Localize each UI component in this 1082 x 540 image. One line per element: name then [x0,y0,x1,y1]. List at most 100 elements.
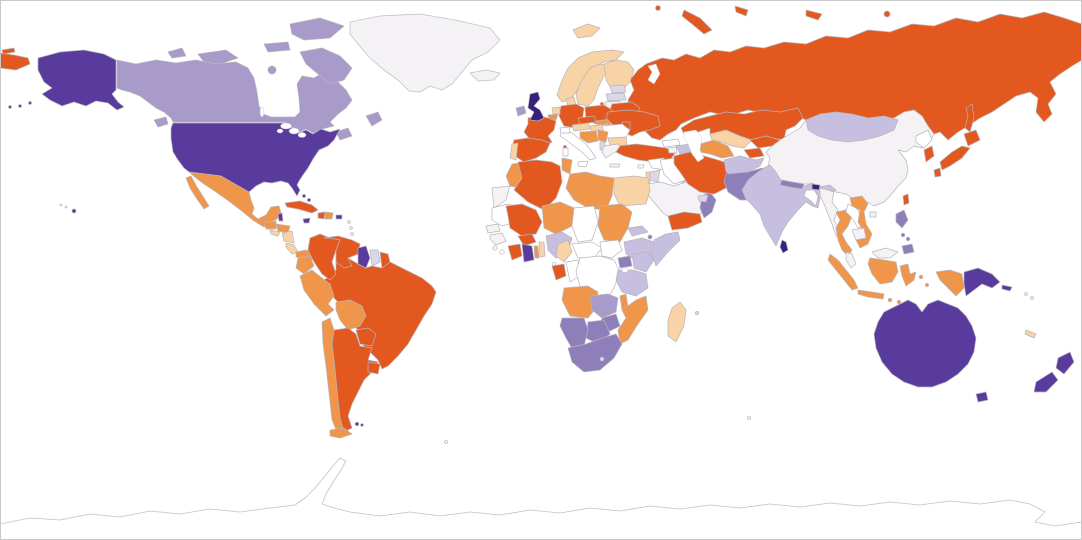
country-haiti [317,211,326,220]
country-china-hainan [869,211,877,218]
country-solomon-islands [1024,292,1028,296]
country-tajikistan [743,147,765,159]
country-angola [561,285,599,319]
country-kerguelen [747,415,752,420]
country-bangladesh [803,189,819,207]
country-cuba [284,200,319,214]
country-sudan [597,203,633,243]
country-uzbekistan [709,129,753,149]
country-russia-kaliningrad [600,102,604,106]
country-new-caledonia [1024,329,1037,339]
country-antarctica [0,457,1082,540]
country-benin [538,241,546,258]
water-layer [259,63,705,273]
country-usa-mainland [170,122,341,197]
country-finland [603,59,635,91]
country-russia-chukotka-west [0,52,31,71]
country-chad [571,205,599,243]
country-russia-wrangel [883,10,891,18]
country-canada-banks-island [167,47,187,59]
country-bhutan [811,183,821,191]
country-gabon [551,263,567,281]
hawaii-small-isle [64,205,68,209]
country-central-african-republic [571,241,603,259]
country-chile [321,317,345,435]
country-indonesia-java [857,289,885,300]
country-lesotho [599,356,605,362]
country-guyana [357,245,371,269]
country-vietnam [849,195,873,249]
country-australia [873,299,977,388]
country-sierra-leone [492,245,498,251]
country-ecuador [295,255,315,275]
country-spain [511,137,551,163]
country-jordan [649,169,661,183]
country-lesser-antilles [347,220,351,224]
country-uae [697,194,709,203]
country-greece [601,143,623,159]
country-japan-kyushu [933,167,942,178]
country-paraguay [355,327,377,347]
country-peru [299,269,335,317]
country-georgia [661,138,681,148]
country-russia-severnaya-zemlya [734,5,749,17]
country-mozambique [617,295,649,345]
country-ireland [515,105,527,117]
country-australia-tasmania [975,391,989,403]
country-canada-victoria-island [197,49,239,65]
country-indonesia-papua [935,269,965,297]
country-philippines-luzon [895,209,909,229]
lake-victoria [621,267,629,273]
country-usa-aleutians [8,105,12,109]
country-png-new-britain [1001,284,1013,292]
country-philippines-visayas [900,232,906,238]
country-mexico [185,171,282,228]
white-sea [647,63,661,85]
country-djibouti [647,234,653,240]
country-south-korea [923,145,935,163]
country-greece-crete [609,163,621,168]
country-switzerland [559,126,571,134]
country-canada-devon [263,41,291,53]
country-uk [527,91,545,122]
country-tanzania [615,269,649,297]
country-canada-newfoundland [365,111,383,127]
country-eritrea [627,225,649,237]
country-dominican-republic [324,211,334,220]
country-libya [565,171,615,211]
country-usa-aleutians [28,101,32,105]
country-costa-rica [285,242,299,255]
country-kenya [631,251,655,273]
country-french-guiana [379,251,391,269]
country-russia-novaya-zemlya [681,9,713,35]
country-indonesia-sumatra [827,253,859,291]
country-togo [533,245,540,259]
country-liberia [499,249,505,255]
great-lakes [297,132,307,138]
country-japan-honshu [939,145,971,171]
country-japan-hokkaido [963,129,981,147]
hawaii-small-isle [59,203,63,207]
lake-winnipeg [259,106,265,118]
country-mali [505,203,543,237]
country-thailand [835,209,853,257]
country-svalbard [572,23,601,39]
country-papua-new-guinea [963,267,1001,297]
country-iran [673,151,733,195]
country-cameroon [555,239,573,263]
country-italy-sardinia [562,147,569,157]
country-tunisia [561,157,573,175]
country-sri-lanka [779,239,789,254]
country-senegal [485,223,501,234]
country-portugal [509,142,519,161]
country-russia-new-siberian [805,9,823,21]
country-north-korea [915,129,933,149]
country-tierra-del-fuego [329,427,353,439]
country-indonesia-sulawesi [899,263,917,287]
country-el-salvador [269,229,281,237]
country-italy [559,129,597,161]
country-cote-divoire [507,243,523,261]
country-usa-hawaii [71,208,77,214]
